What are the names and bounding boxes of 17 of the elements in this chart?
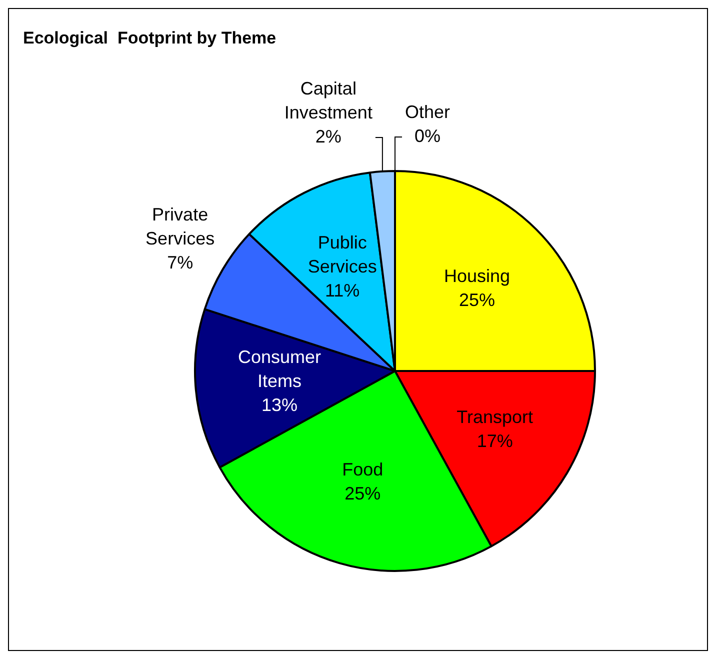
category-label: Other	[404, 102, 450, 122]
data-label: 11%	[324, 280, 360, 301]
slice-label: Transport	[456, 407, 534, 428]
data-label: 7%	[167, 252, 194, 273]
slice-label: Consumer Items	[238, 346, 322, 391]
slice-label: Capital Investment	[284, 78, 372, 122]
chart-title: Ecological Footprint by Theme	[23, 28, 276, 48]
slice-label: Public Services	[308, 232, 377, 277]
slice-label: Housing	[444, 266, 510, 286]
text: 0%	[414, 126, 441, 146]
data-label: 17%	[476, 431, 513, 452]
data-label: 25%	[344, 483, 381, 504]
data-label: 25%	[459, 290, 496, 310]
slice-label: Private Services	[146, 204, 215, 249]
data-label: 13%	[262, 394, 298, 415]
data-label: 2%	[315, 126, 342, 146]
slice-label: Food	[342, 459, 384, 480]
